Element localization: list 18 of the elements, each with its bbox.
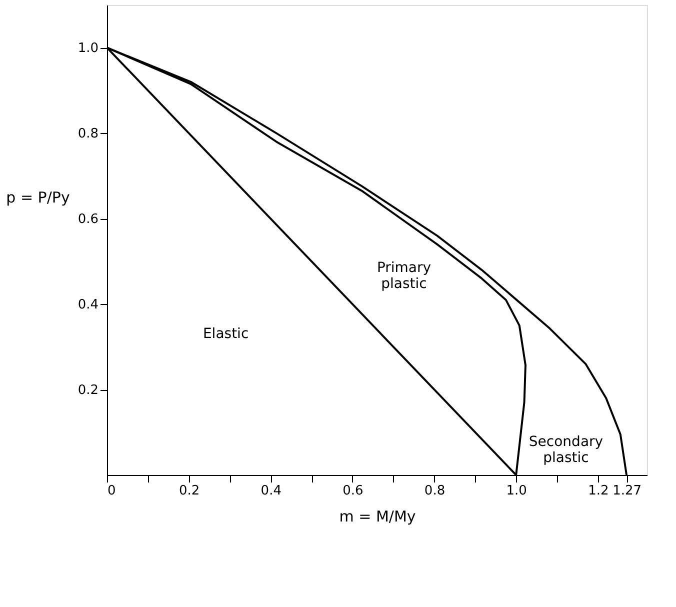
x-tick-label: 1.0 [506, 484, 527, 498]
y-tick-label: 0.4 [78, 298, 98, 313]
x-tick-label: 0.4 [260, 484, 282, 498]
x-axis-title: m = M/My [339, 508, 416, 526]
x-tick-label: 0.8 [424, 484, 446, 498]
x-tick-label: 0 [108, 484, 116, 498]
annotation: Secondary plastic [528, 434, 604, 466]
y-axis-title: p = P/Py [6, 188, 70, 206]
annotation: Elastic [202, 326, 249, 342]
x-tick-label: 0.2 [178, 484, 200, 498]
x-tick-label: 1.2 [588, 484, 609, 498]
x-tick-label: 1.27 [612, 484, 642, 498]
x-tick-label: 0.6 [342, 484, 364, 498]
annotation: Primary plastic [376, 260, 432, 292]
y-tick-label: 0.8 [78, 126, 98, 142]
y-tick-label: 1.0 [78, 41, 98, 56]
y-tick-label: 0.6 [78, 212, 98, 228]
y-tick-label: 0.2 [78, 383, 98, 398]
